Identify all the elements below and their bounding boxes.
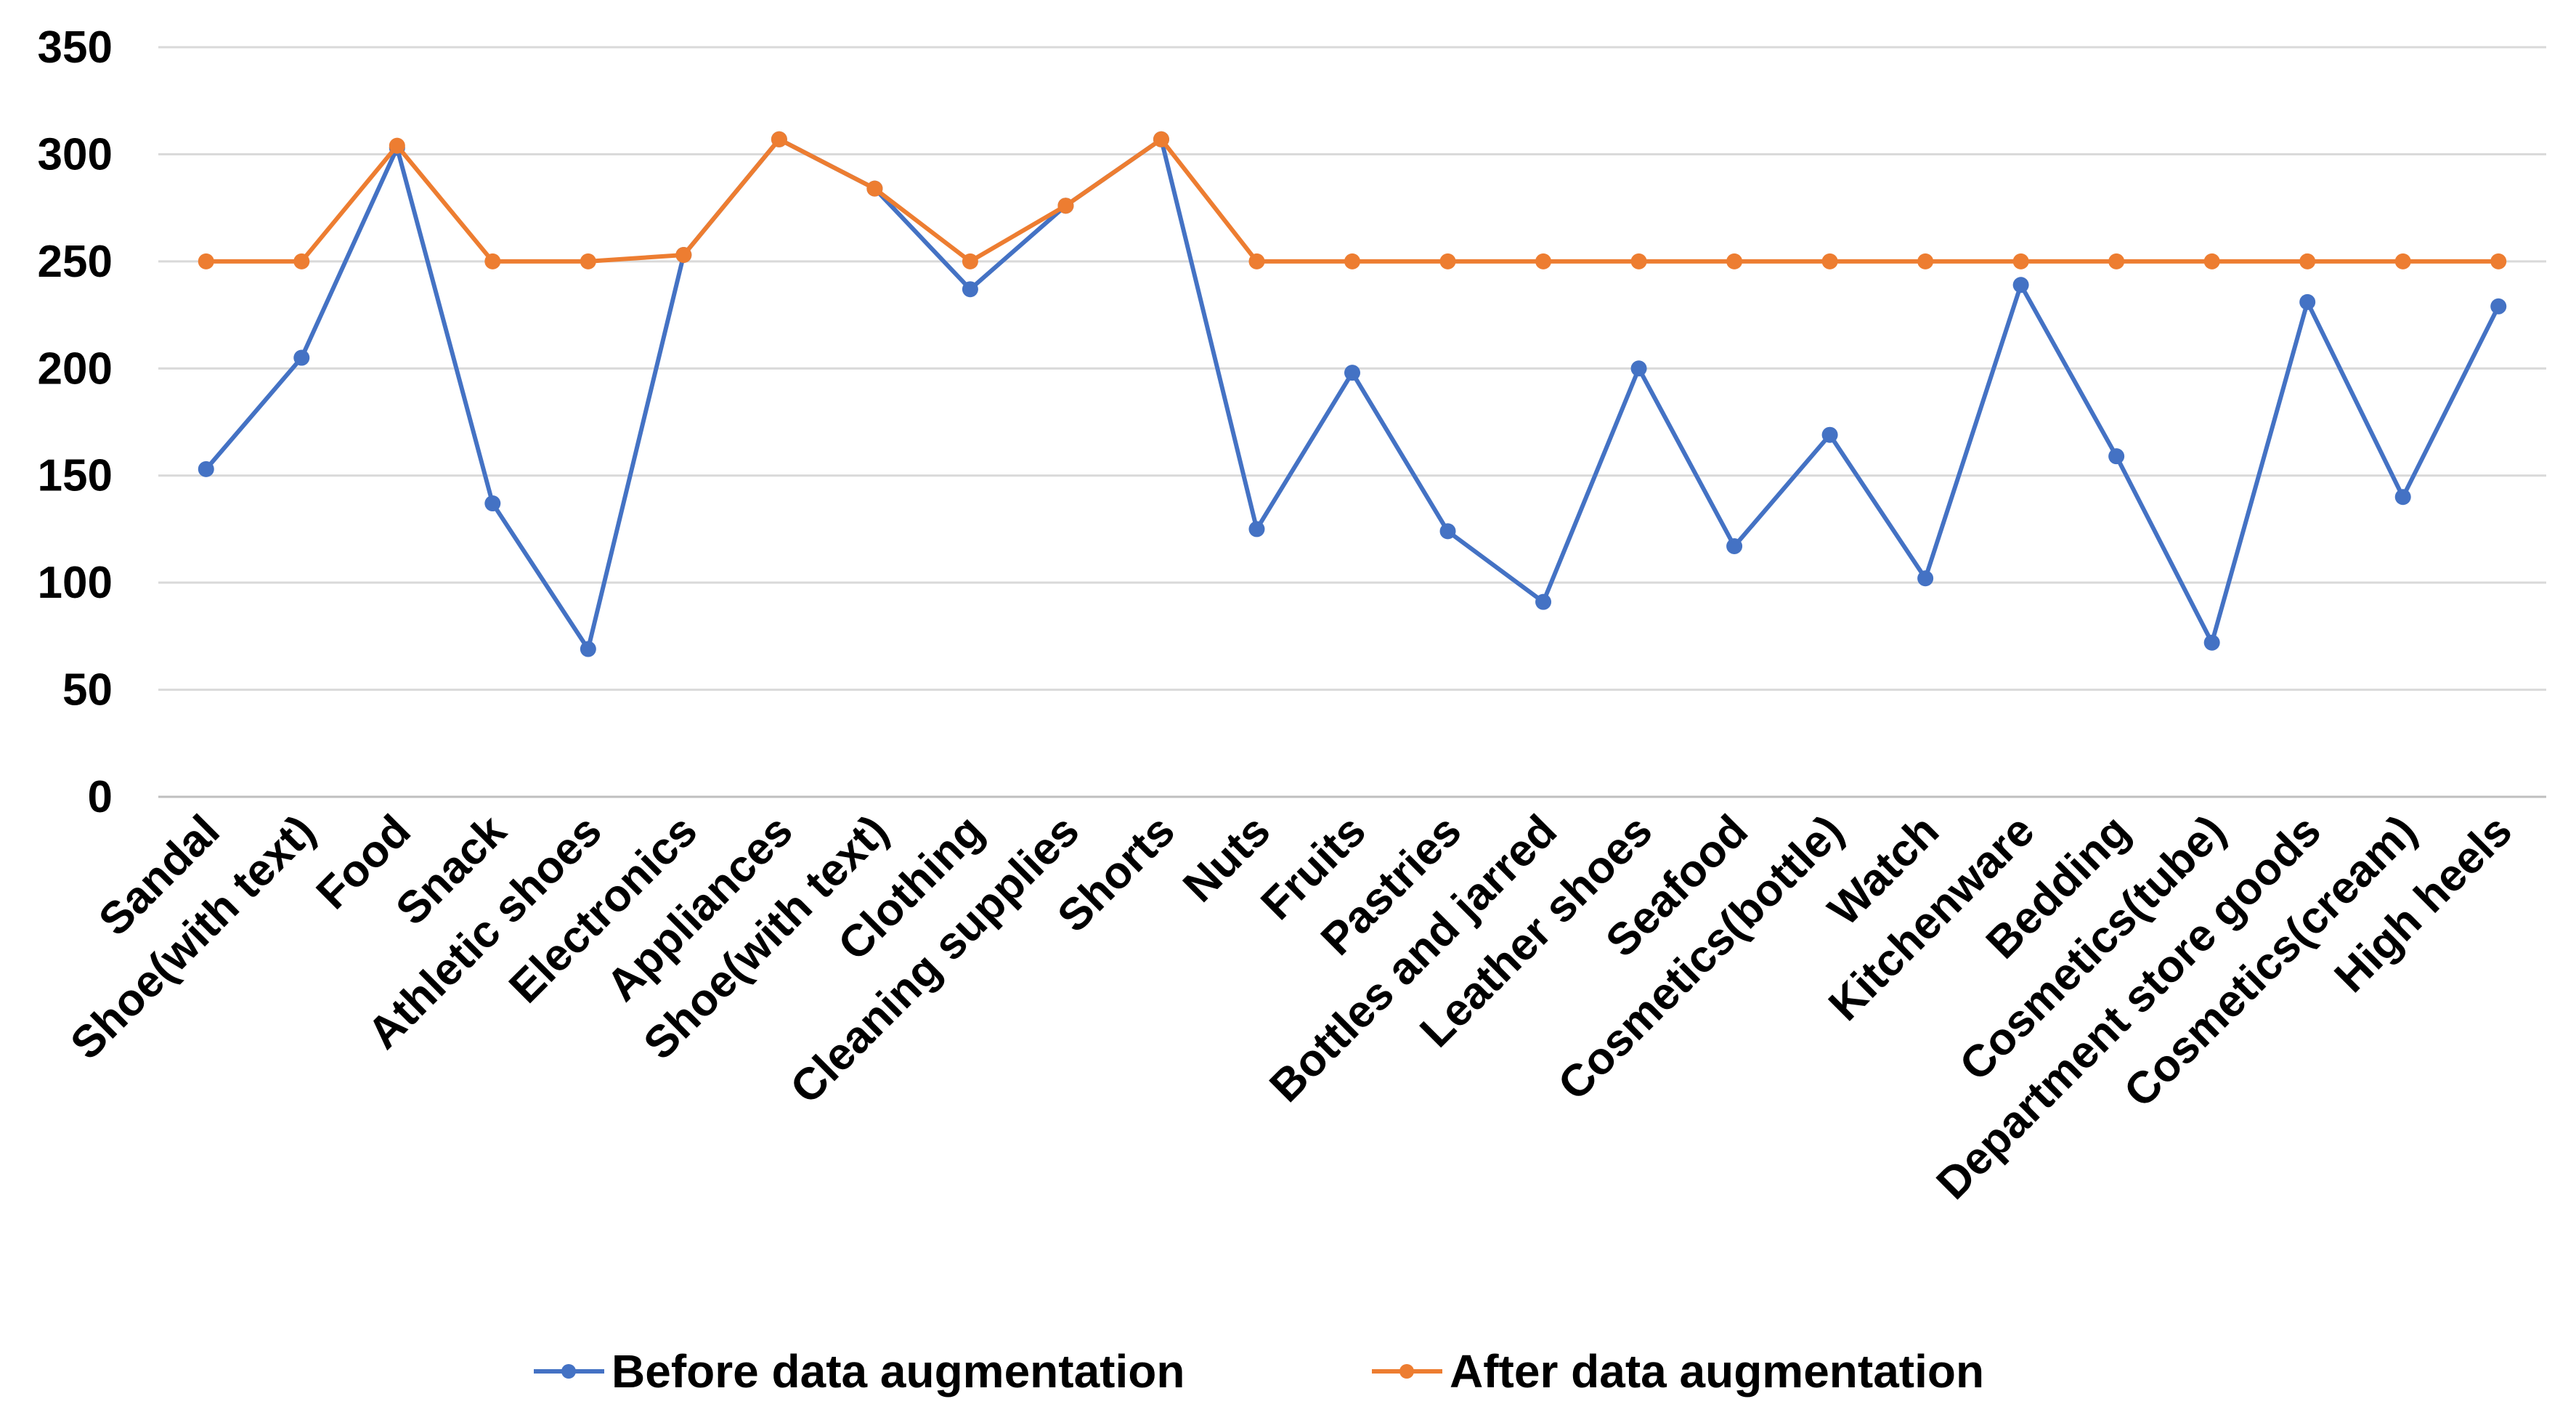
- data-point: [2012, 277, 2029, 293]
- y-tick-label: 150: [38, 451, 113, 501]
- data-point: [2394, 489, 2411, 506]
- legend-label-after: After data augmentation: [1450, 1345, 1984, 1397]
- data-point: [1248, 521, 1265, 537]
- data-point: [389, 137, 405, 154]
- data-point: [1630, 360, 1647, 377]
- data-point: [484, 495, 501, 512]
- data-point: [2490, 298, 2507, 315]
- y-axis-ticks: 0 50 100 150 200 250 300 350: [38, 23, 113, 822]
- data-point: [1344, 365, 1360, 381]
- data-point: [1344, 253, 1360, 269]
- y-tick-label: 250: [38, 237, 113, 287]
- data-point: [1439, 523, 1456, 540]
- data-point: [2299, 293, 2316, 310]
- data-point: [1821, 426, 1838, 443]
- data-point: [771, 131, 787, 147]
- data-point: [1057, 198, 1074, 214]
- series: [198, 131, 2507, 657]
- legend: Before data augmentation After data augm…: [534, 1345, 1984, 1397]
- data-point: [293, 349, 310, 366]
- data-point: [2299, 253, 2316, 269]
- data-point: [1821, 253, 1838, 269]
- y-tick-label: 100: [38, 558, 113, 608]
- series-after: [198, 131, 2507, 269]
- series-line: [203, 137, 2501, 264]
- data-point: [1726, 538, 1743, 555]
- data-point: [675, 247, 692, 264]
- data-point: [2012, 253, 2029, 269]
- data-point: [293, 253, 310, 269]
- data-point: [1535, 253, 1552, 269]
- data-point: [198, 461, 214, 477]
- data-point: [1153, 131, 1169, 147]
- data-point: [1439, 253, 1456, 269]
- data-point: [866, 180, 883, 197]
- y-tick-label: 350: [38, 23, 113, 73]
- data-point: [2394, 253, 2411, 269]
- data-point: [1917, 570, 1934, 587]
- data-point: [962, 253, 978, 269]
- y-tick-label: 0: [88, 772, 113, 822]
- data-point: [2108, 253, 2125, 269]
- legend-label-before: Before data augmentation: [612, 1345, 1185, 1397]
- data-point: [2490, 253, 2507, 269]
- data-point: [1726, 253, 1743, 269]
- data-point: [2203, 634, 2220, 651]
- y-tick-label: 300: [38, 129, 113, 179]
- data-point: [1630, 253, 1647, 269]
- data-point: [1917, 253, 1934, 269]
- data-point: [580, 641, 596, 657]
- legend-marker-before: [561, 1364, 576, 1379]
- data-point: [1248, 253, 1265, 269]
- data-point: [1535, 593, 1552, 610]
- legend-marker-after: [1399, 1364, 1414, 1379]
- data-point: [962, 281, 978, 298]
- data-point: [2108, 448, 2125, 465]
- y-tick-label: 200: [38, 344, 113, 394]
- y-tick-label: 50: [62, 665, 113, 715]
- data-point: [580, 253, 596, 269]
- series-line: [203, 137, 2501, 652]
- data-point: [2203, 253, 2220, 269]
- series-before: [198, 131, 2507, 657]
- data-point: [484, 253, 501, 269]
- gridlines: [158, 46, 2546, 798]
- data-point: [198, 253, 214, 269]
